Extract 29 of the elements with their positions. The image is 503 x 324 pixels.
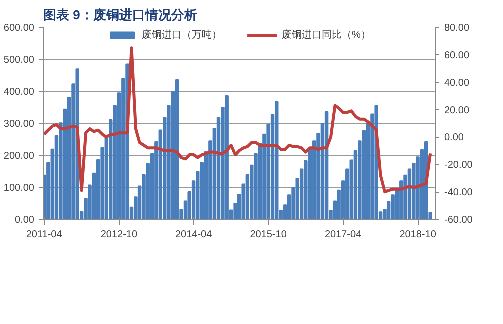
- legend-label: 废铜进口（万吨）: [142, 28, 222, 42]
- y-tick-label: 100.00: [4, 183, 35, 194]
- y2-tick-label: 20.00: [444, 105, 470, 116]
- x-tick-label: 2018-10: [400, 230, 437, 240]
- y-tick-label: 400.00: [4, 87, 35, 98]
- bar: [175, 79, 180, 220]
- bar: [391, 194, 395, 220]
- y2-tick-label: 80.00: [444, 23, 470, 34]
- line-series: [44, 46, 432, 194]
- legend-label: 废铜进口同比（%）: [282, 28, 371, 42]
- bar: [225, 95, 229, 220]
- y2-tick-label: -20.00: [444, 160, 474, 172]
- y-tick-label: 500.00: [4, 55, 35, 66]
- x-tick-label: 2017-04: [324, 230, 362, 240]
- bar: [275, 102, 279, 220]
- chart-title: 图表 9：废铜进口情况分析: [44, 8, 198, 22]
- y-tick-label: 200.00: [4, 151, 35, 162]
- y-tick-label: 300.00: [4, 119, 35, 130]
- y2-tick-label: 40.00: [444, 78, 470, 89]
- x-tick-label: 2014-04: [175, 230, 213, 240]
- y2-tick-label: -40.00: [444, 188, 474, 199]
- y-tick-label: 600.00: [4, 23, 35, 34]
- x-tick-label: 2011-04: [26, 230, 63, 240]
- y2-tick-label: 0.00: [444, 132, 464, 144]
- x-tick-label: 2015-10: [250, 230, 288, 240]
- y2-tick-label: 60.00: [444, 50, 470, 62]
- y2-tick-label: -60.00: [444, 215, 474, 226]
- x-tick-label: 2012-10: [100, 230, 138, 240]
- y-tick-label: 0.00: [15, 215, 35, 226]
